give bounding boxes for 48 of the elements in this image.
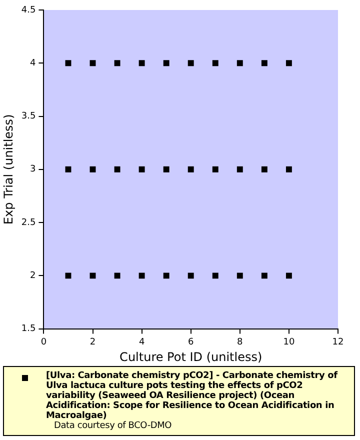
- point: [114, 272, 120, 279]
- y-tick-label: 2: [30, 271, 36, 282]
- point: [236, 272, 243, 279]
- point: [236, 60, 243, 66]
- x-tick-label: 0: [40, 338, 47, 348]
- point: [90, 60, 96, 66]
- x-tick-label: 10: [283, 338, 295, 348]
- point: [138, 60, 145, 66]
- point: [114, 60, 120, 66]
- point: [286, 272, 292, 279]
- y-axis-title: Exp Trial (unitless): [1, 114, 16, 225]
- x-tick-label: 6: [188, 338, 194, 348]
- point: [236, 166, 243, 172]
- point: [212, 272, 218, 279]
- text: Data courtesy of BCO-DMO: [54, 421, 173, 431]
- legend-label: [Ulva: Carbonate chemistry pCO2] - Carbonate chemistry of Ulva lactuca culture pots testing the effects of pCO2 variability (Seaweed OA Resilience project) (Ocean Acidification: Scope for Resilience to Ocean Acidification in Macroalgae): [46, 371, 339, 421]
- y-tick-label: 4.5: [21, 5, 36, 16]
- point: [286, 166, 292, 172]
- point: [90, 272, 96, 279]
- x-tick-label: 8: [237, 338, 244, 348]
- y-tick-label: 3: [30, 164, 36, 175]
- point: [261, 272, 268, 279]
- point: [90, 166, 96, 172]
- point: [114, 166, 120, 172]
- y-tick-label: 2.5: [21, 218, 36, 228]
- x-tick-label: 12: [332, 338, 344, 348]
- point: [212, 166, 218, 172]
- point: [163, 166, 170, 172]
- x-axis-title: Culture Pot ID (unitless): [120, 350, 262, 364]
- point: [65, 272, 72, 279]
- y-tick-label: 4: [30, 58, 36, 68]
- point: [188, 60, 194, 66]
- x-tick-label: 2: [90, 338, 96, 348]
- point: [65, 60, 72, 66]
- y-tick-label: 3.5: [21, 112, 36, 122]
- point: [188, 166, 194, 172]
- point: [163, 60, 170, 66]
- point: [261, 166, 268, 172]
- point: [138, 166, 145, 172]
- point: [261, 60, 268, 66]
- x-tick-label: 4: [138, 338, 145, 348]
- point: [138, 272, 145, 279]
- point: [65, 166, 72, 172]
- y-tick-label: 1.5: [21, 324, 36, 334]
- point: [212, 60, 218, 66]
- point: [163, 272, 170, 279]
- point: [286, 60, 292, 66]
- point: [188, 272, 194, 279]
